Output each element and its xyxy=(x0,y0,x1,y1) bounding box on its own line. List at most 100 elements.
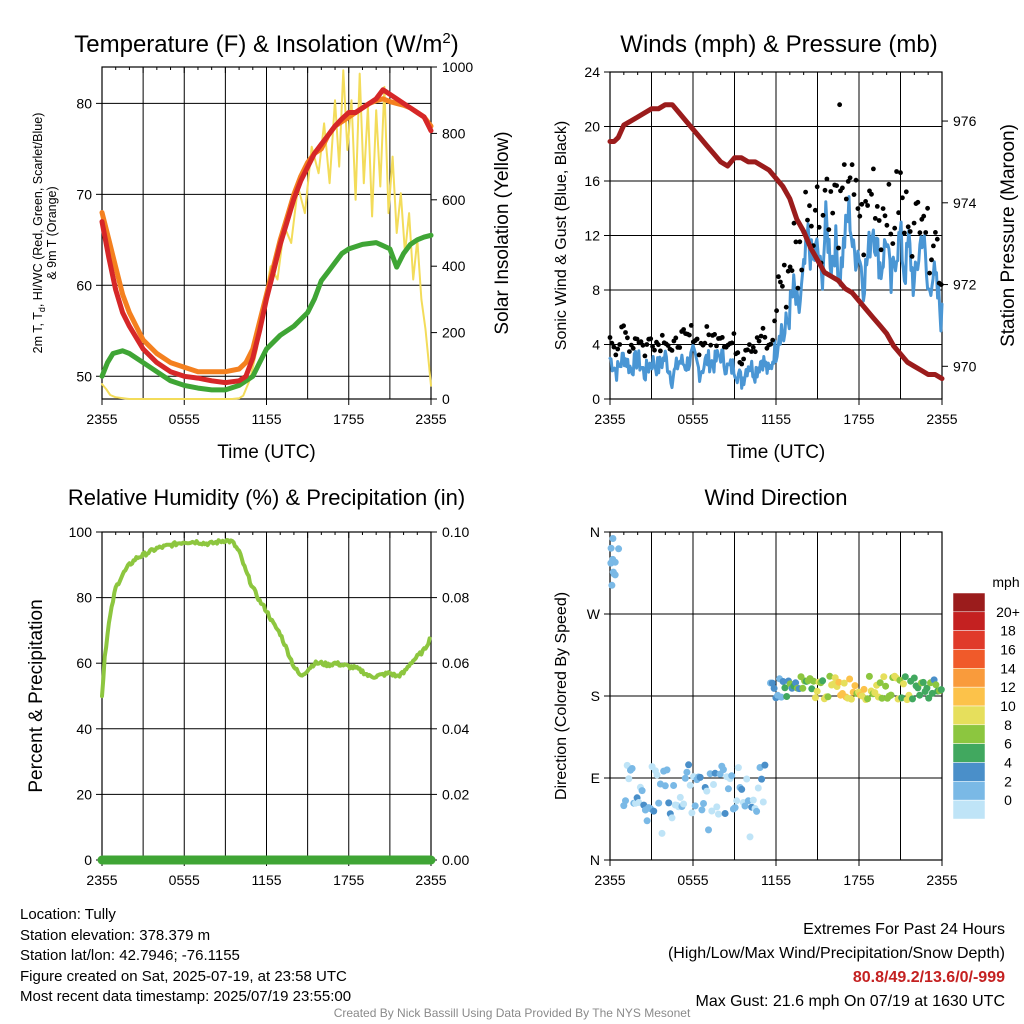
gust-point xyxy=(778,279,783,285)
extremes-title: Extremes For Past 24 Hours xyxy=(803,921,1005,938)
gust-point xyxy=(857,213,863,219)
direction-point xyxy=(683,768,691,776)
direction-tick-label: N xyxy=(590,852,600,868)
gust-point xyxy=(688,323,694,328)
gust-point xyxy=(681,327,686,332)
gust-point-max xyxy=(837,102,843,108)
direction-point xyxy=(923,684,931,692)
y-axis-label-left-direction: Direction (Colored By Speed) xyxy=(553,592,570,800)
gust-point xyxy=(696,352,702,358)
y-tick-label-right: 0.08 xyxy=(442,590,469,606)
gust-point xyxy=(677,345,683,350)
gust-point xyxy=(797,239,803,245)
extremes-subtitle: (High/Low/Max Wind/Precipitation/Snow De… xyxy=(667,945,1005,962)
colorbar-label: 10 xyxy=(1000,698,1016,714)
y-tick-label-left: 100 xyxy=(69,524,93,540)
colorbar-swatch xyxy=(952,630,986,650)
colorbar-label: 6 xyxy=(1004,736,1012,752)
y-tick-label-left: 60 xyxy=(76,277,92,293)
direction-point xyxy=(661,782,669,790)
y-tick-label-right: 0.10 xyxy=(442,524,469,540)
direction-point xyxy=(770,684,778,692)
y-tick-label-left: 24 xyxy=(584,64,600,80)
direction-point xyxy=(638,787,646,795)
direction-tick-label: E xyxy=(591,770,600,786)
gust-point xyxy=(905,224,911,230)
gust-point xyxy=(894,169,899,174)
gust-point xyxy=(915,199,921,205)
gust-point xyxy=(640,342,646,348)
gust-point xyxy=(824,176,830,182)
extremes-panel: Extremes For Past 24 Hours (High/Low/Max… xyxy=(668,918,1005,1014)
gust-point xyxy=(884,222,890,228)
direction-point xyxy=(668,814,676,822)
direction-point xyxy=(653,771,661,779)
gust-point xyxy=(780,283,785,289)
colorbar-label: 14 xyxy=(1000,660,1016,676)
direction-point xyxy=(919,678,927,686)
gust-point xyxy=(863,199,868,204)
direction-point xyxy=(721,810,729,817)
gust-point xyxy=(900,195,905,201)
y-tick-label-left: 60 xyxy=(76,655,92,671)
y-tick-label-left: 12 xyxy=(584,228,600,244)
direction-point xyxy=(746,833,754,841)
colorbar-label: 2 xyxy=(1004,773,1012,789)
gust-point xyxy=(621,323,626,329)
colorbar-swatch xyxy=(952,592,986,613)
y-tick-label-right: 0.06 xyxy=(442,655,469,671)
direction-point xyxy=(932,681,940,689)
direction-point xyxy=(914,684,922,692)
direction-point xyxy=(734,764,742,772)
direction-point xyxy=(615,545,623,553)
gust-point xyxy=(665,343,671,348)
max-gust: Max Gust: 21.6 mph On 07/19 at 1630 UTC xyxy=(695,993,1006,1010)
y-axis-label-right-winds: Station Pressure (Maroon) xyxy=(998,124,1019,347)
chart-title-direction: Wind Direction xyxy=(704,485,847,510)
gust-point xyxy=(934,236,940,242)
gust-point xyxy=(783,304,789,310)
gust-point xyxy=(752,349,758,355)
y-axis-label-left-winds: Sonic Wind & Gust (Blue, Black) xyxy=(553,121,570,350)
gust-point xyxy=(694,336,700,342)
gust-point xyxy=(855,206,861,212)
direction-point xyxy=(628,765,636,772)
gust-point xyxy=(865,203,870,208)
x-tick-label: 2355 xyxy=(415,872,446,888)
direction-point xyxy=(685,761,693,769)
y-tick-label-right: 976 xyxy=(953,113,977,129)
direction-point xyxy=(758,775,766,783)
colorbar-swatch xyxy=(952,724,986,744)
dewpoint-line xyxy=(99,232,434,393)
wind-speed-line xyxy=(608,195,944,390)
gust-point xyxy=(673,335,679,341)
x-tick-label: 1755 xyxy=(843,411,874,427)
x-tick-label: 2355 xyxy=(86,411,117,427)
direction-point xyxy=(680,800,688,808)
gust-point xyxy=(729,340,735,346)
gust-point xyxy=(650,344,655,349)
y-tick-label-right: 200 xyxy=(442,325,466,341)
gust-point xyxy=(861,252,867,258)
direction-point xyxy=(670,782,678,789)
direction-point xyxy=(691,802,699,810)
x-tick-label: 2355 xyxy=(594,411,625,427)
gust-point xyxy=(615,346,621,352)
gust-point xyxy=(896,210,901,216)
gust-point xyxy=(706,332,712,338)
gust-point xyxy=(704,324,710,329)
direction-point xyxy=(743,775,751,783)
x-axis-label-winds: Time (UTC) xyxy=(727,442,826,463)
y-tick-label-left: 20 xyxy=(76,786,92,802)
chart-title-humidity: Relative Humidity (%) & Precipitation (i… xyxy=(68,485,465,510)
gust-point xyxy=(774,308,779,314)
gust-point xyxy=(749,349,754,354)
direction-point xyxy=(753,807,761,815)
pressure-line xyxy=(607,102,945,382)
y-tick-label-right: 600 xyxy=(442,192,466,208)
colorbar-swatch xyxy=(952,705,986,726)
gust-point xyxy=(871,166,876,172)
colorbar-swatch xyxy=(952,611,986,631)
direction-point xyxy=(643,817,651,825)
gust-point xyxy=(907,229,913,234)
